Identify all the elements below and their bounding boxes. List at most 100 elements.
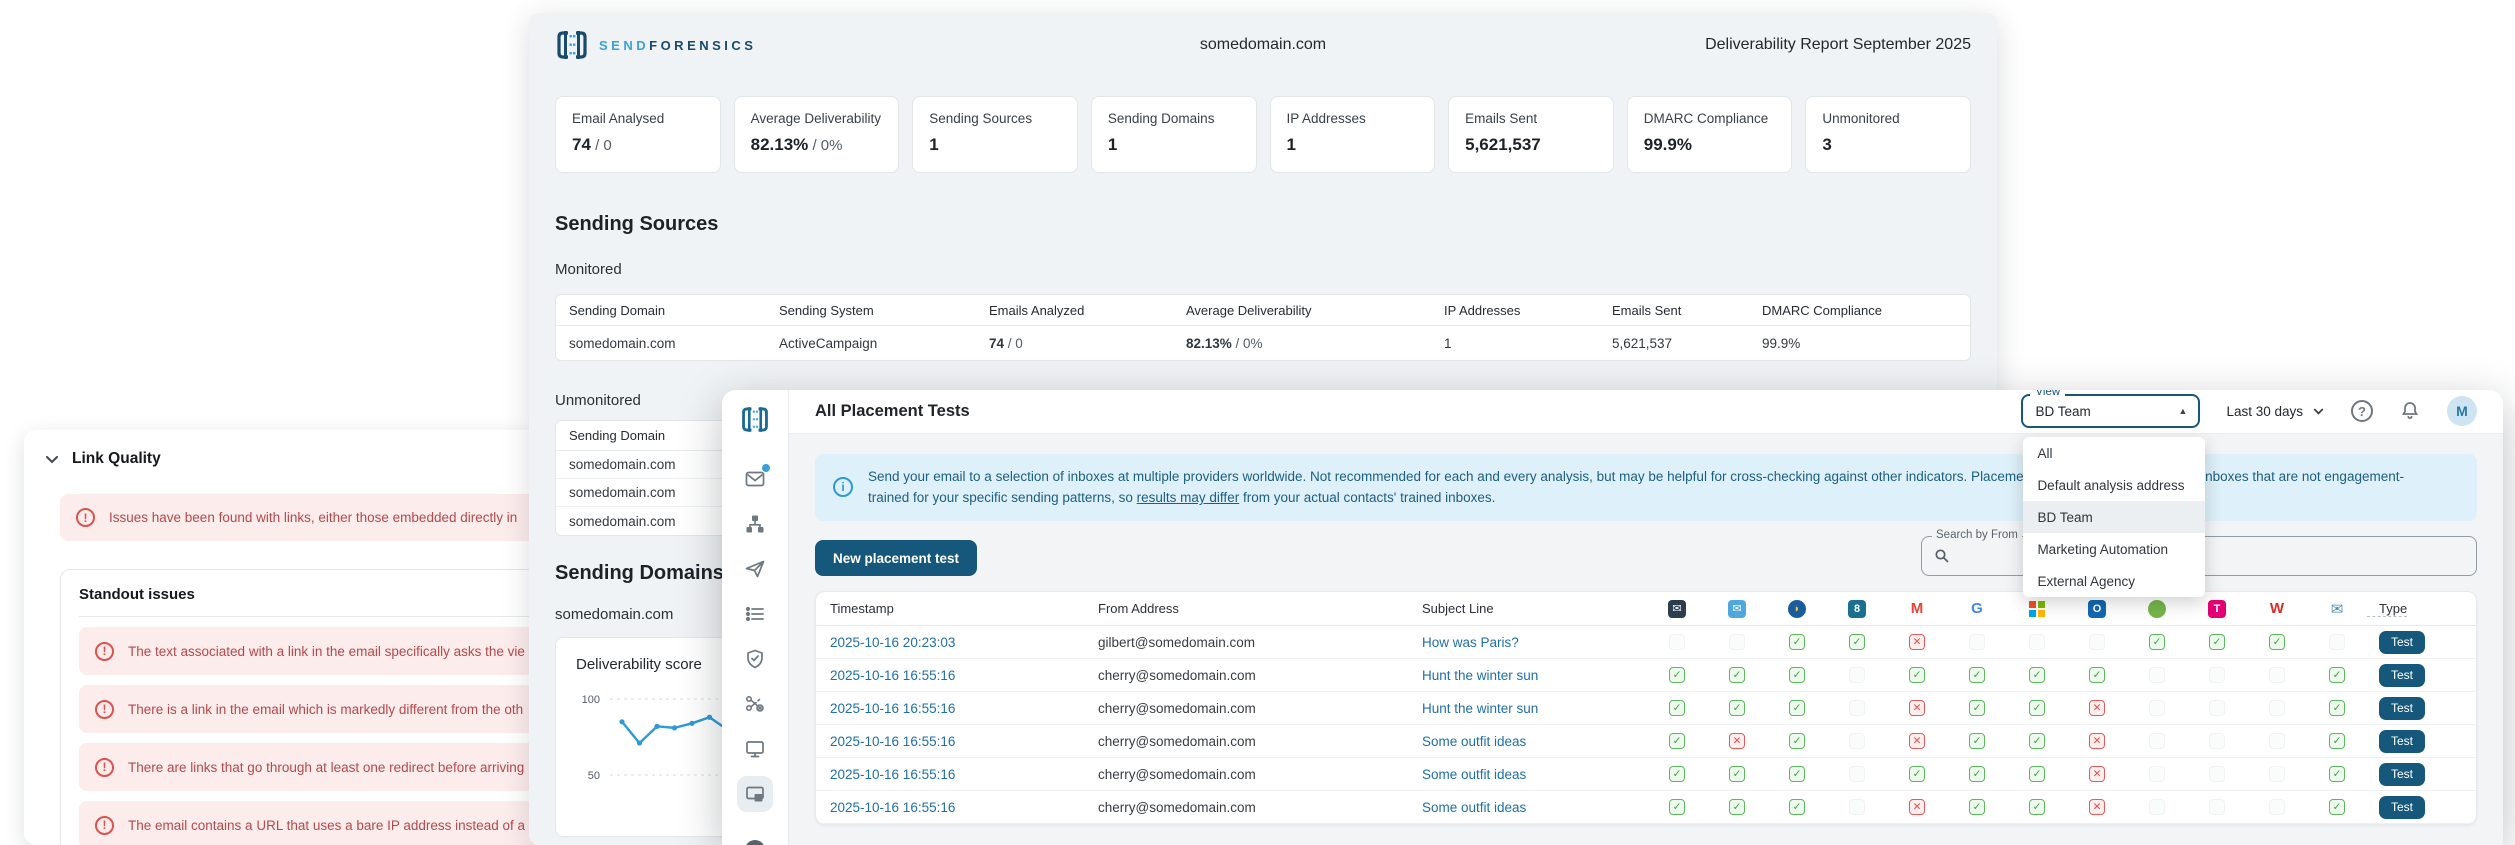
view-option[interactable]: All xyxy=(2037,445,2053,461)
view-option[interactable]: BD Team xyxy=(2023,501,2206,534)
subject-link[interactable]: Hunt the winter sun xyxy=(1422,667,1539,683)
type-cell: Test xyxy=(2367,729,2476,753)
telekom-icon: T xyxy=(2208,599,2226,618)
timestamp-link[interactable]: 2025-10-16 16:55:16 xyxy=(830,700,956,716)
empty-status-icon xyxy=(2269,733,2285,749)
timestamp-link[interactable]: 2025-10-16 16:55:16 xyxy=(830,733,956,749)
sidebar-item-list[interactable] xyxy=(736,591,774,636)
help-icon[interactable]: ? xyxy=(2351,400,2373,423)
empty-status-icon xyxy=(2269,667,2285,683)
subject-link[interactable]: Some outfit ideas xyxy=(1422,799,1527,815)
column-header-timestamp: Timestamp xyxy=(830,601,894,616)
pass-check-icon: ✓ xyxy=(1729,667,1745,683)
type-badge: Test xyxy=(2379,762,2425,786)
type-badge: Test xyxy=(2379,795,2425,819)
status-cell: ✓ xyxy=(1647,733,1707,749)
timestamp-link[interactable]: 2025-10-16 16:55:16 xyxy=(830,766,956,782)
timestamp-link[interactable]: 2025-10-16 16:55:16 xyxy=(830,799,956,815)
from-address: cherry@somedomain.com xyxy=(1098,667,1256,683)
provider-column: ✉ xyxy=(1707,599,1767,618)
stat-card: Emails Sent 5,621,537 xyxy=(1448,96,1614,173)
bell-icon[interactable] xyxy=(2399,400,2421,422)
sidebar xyxy=(722,390,789,845)
sidebar-item-send[interactable] xyxy=(736,546,774,591)
view-option[interactable]: Default analysis address xyxy=(2037,477,2185,493)
status-cell: ✕ xyxy=(2067,799,2127,815)
status-cell: ✓ xyxy=(2307,799,2367,815)
report-domain-title: somedomain.com xyxy=(1199,36,1327,53)
status-cell: ✓ xyxy=(2007,799,2067,815)
empty-status-icon xyxy=(2149,667,2165,683)
date-range-select[interactable]: Last 30 days xyxy=(2226,404,2325,419)
from-address: cherry@somedomain.com xyxy=(1098,733,1256,749)
cell-average-deliverability: 82.13% / 0% xyxy=(1186,335,1263,351)
info-banner: i Send your email to a selection of inbo… xyxy=(815,453,2477,521)
status-cell: ✓ xyxy=(1947,700,2007,716)
status-cell: ✓ xyxy=(2307,700,2367,716)
stat-value-main: 3 xyxy=(1822,135,1832,154)
pass-check-icon: ✓ xyxy=(2029,733,2045,749)
empty-status-icon xyxy=(1849,667,1865,683)
fail-x-icon: ✕ xyxy=(2089,766,2105,782)
sidebar-item-sitemap[interactable] xyxy=(736,501,774,546)
sending-domains-heading: Sending Domains xyxy=(555,562,724,584)
status-cell xyxy=(1827,700,1887,716)
status-cell xyxy=(2247,799,2307,815)
view-option[interactable]: Marketing Automation xyxy=(2037,541,2169,557)
new-placement-test-button[interactable]: New placement test xyxy=(815,540,978,576)
empty-status-icon xyxy=(2329,634,2345,650)
pass-check-icon: ✓ xyxy=(1969,700,1985,716)
status-cell: ✓ xyxy=(1767,733,1827,749)
avatar[interactable]: M xyxy=(2447,396,2477,427)
placement-tests-icon xyxy=(744,783,766,805)
status-cell: ✓ xyxy=(2187,634,2247,650)
timestamp-link[interactable]: 2025-10-16 20:23:03 xyxy=(830,634,956,650)
notification-dot xyxy=(762,464,770,472)
provider-green-circle-icon xyxy=(2148,599,2166,618)
stat-label: Average Deliverability xyxy=(750,111,881,126)
view-option[interactable]: External Agency xyxy=(2037,573,2135,589)
status-cell xyxy=(2187,700,2247,716)
sidebar-item-monitor[interactable] xyxy=(736,726,774,771)
timestamp-link[interactable]: 2025-10-16 16:55:16 xyxy=(830,667,956,683)
empty-status-icon xyxy=(1669,634,1685,650)
issue-text: The text associated with a link in the e… xyxy=(128,643,525,659)
pass-check-icon: ✓ xyxy=(1789,799,1805,815)
chevron-down-icon[interactable] xyxy=(44,451,60,467)
warning-icon: ! xyxy=(95,641,114,661)
empty-status-icon xyxy=(2089,634,2105,650)
sidebar-item-shield[interactable] xyxy=(736,636,774,681)
subject-link[interactable]: Some outfit ideas xyxy=(1422,733,1527,749)
status-cell: ✓ xyxy=(2007,733,2067,749)
subject-link[interactable]: Hunt the winter sun xyxy=(1422,700,1539,716)
subject-link[interactable]: How was Paris? xyxy=(1422,634,1519,650)
link-quality-header[interactable]: Link Quality xyxy=(44,450,584,468)
status-cell: ✓ xyxy=(1707,766,1767,782)
sendforensics-logo: SENDFORENSICS xyxy=(555,30,756,60)
provider-column: ◗ xyxy=(1767,599,1827,618)
standout-issue: ! The text associated with a link in the … xyxy=(79,627,584,675)
status-cell xyxy=(2127,667,2187,683)
status-cell: ✓ xyxy=(1707,799,1767,815)
sidebar-logo[interactable] xyxy=(740,406,770,438)
status-cell xyxy=(2127,733,2187,749)
search-label: Search by From xyxy=(1932,529,2022,541)
stat-value-main: 1 xyxy=(1286,135,1296,154)
sidebar-item-placement-tests[interactable] xyxy=(736,771,774,816)
view-select[interactable]: BD Team ▲ xyxy=(2021,394,2201,429)
cell-emails-analyzed: 74 / 0 xyxy=(989,335,1023,351)
placement-tests-table: Timestamp From Address Subject Line ✉ ✉ ◗ 8 M G O… xyxy=(815,591,2477,825)
empty-status-icon xyxy=(2149,733,2165,749)
sidebar-item-mail[interactable] xyxy=(736,456,774,501)
subject-link[interactable]: Some outfit ideas xyxy=(1422,766,1527,782)
status-cell xyxy=(2247,766,2307,782)
status-cell: ✓ xyxy=(2307,733,2367,749)
provider-column xyxy=(2127,599,2187,618)
sidebar-item-snip[interactable] xyxy=(736,681,774,726)
sending-sources-heading: Sending Sources xyxy=(555,213,719,235)
sidebar-item-partial[interactable] xyxy=(736,816,774,845)
status-cell: ✓ xyxy=(1647,667,1707,683)
status-cell: ✕ xyxy=(1887,634,1947,650)
stat-value-sub: / 0% xyxy=(808,137,843,154)
stat-value: 82.13% / 0% xyxy=(751,135,883,155)
